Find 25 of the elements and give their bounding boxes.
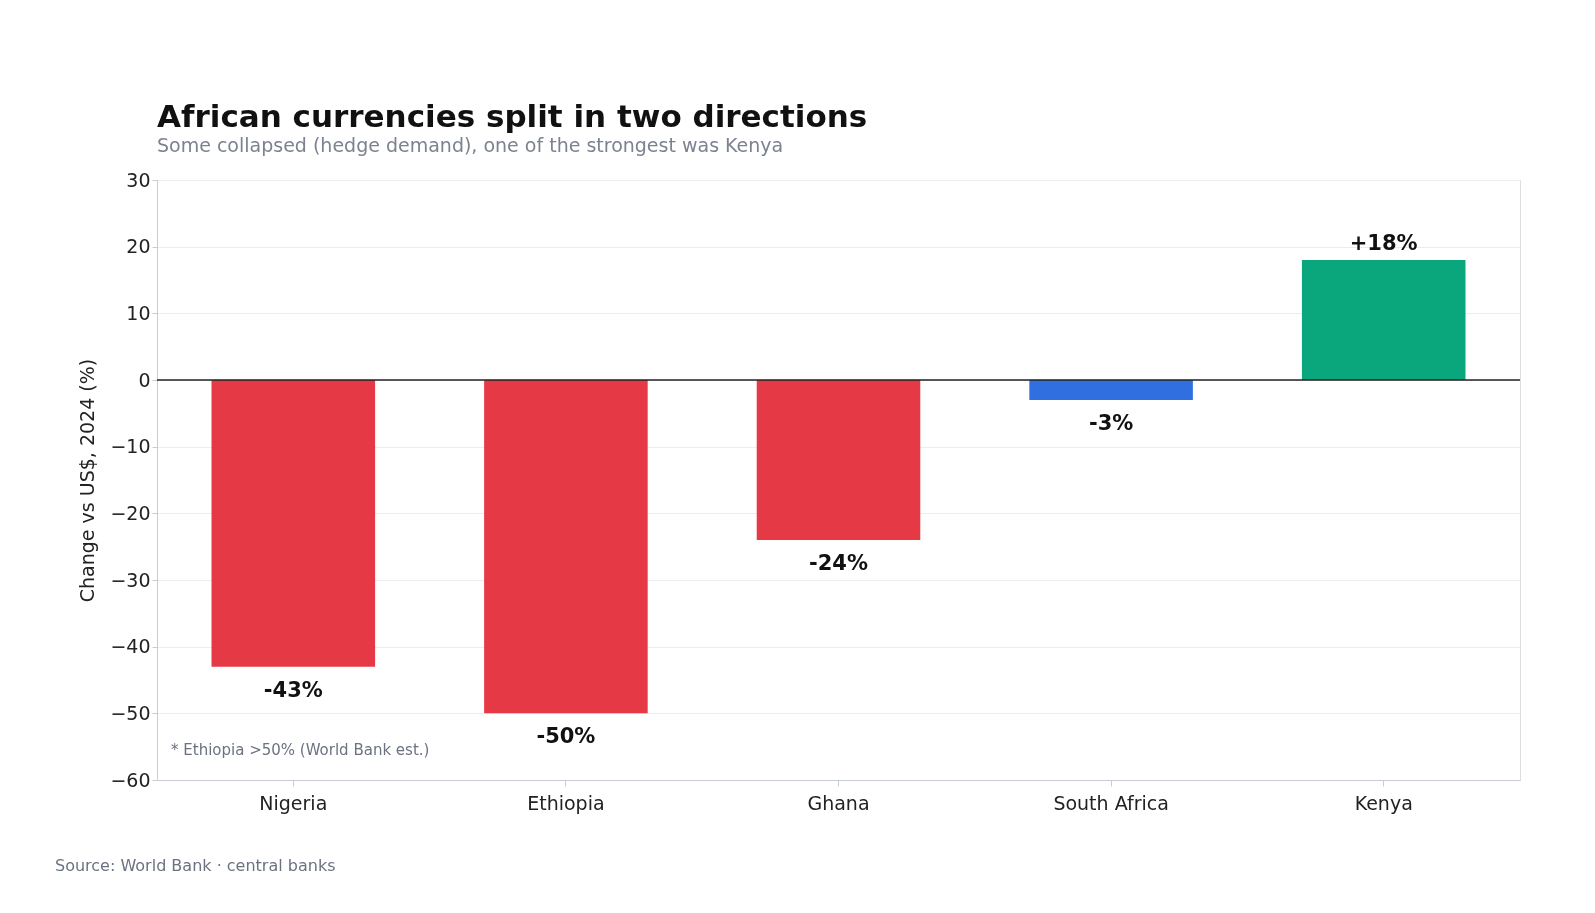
x-tick-label: Kenya: [1354, 791, 1413, 814]
y-axis-title: Change vs US$, 2024 (%): [76, 358, 99, 603]
x-tick-label: South Africa: [1053, 791, 1169, 814]
y-tick-label: −30: [110, 568, 151, 591]
y-tick-label: −40: [110, 635, 151, 658]
y-tick-label: −20: [110, 501, 151, 524]
data-label: -3%: [1088, 411, 1134, 435]
y-tick-label: 20: [126, 235, 151, 258]
y-tick-label: −60: [110, 768, 151, 791]
data-label: -24%: [809, 551, 868, 575]
y-tick-label: −10: [110, 435, 151, 458]
data-label: -50%: [536, 724, 596, 749]
annotation: * Ethiopia >50% (World Bank est.): [171, 741, 430, 759]
source-note: Source: World Bank · central banks: [55, 856, 336, 875]
chart-subtitle: Some collapsed (hedge demand), one of the strongest was Kenya: [157, 134, 784, 156]
y-tick-label: 30: [126, 168, 151, 191]
chart-title: African currencies split in two directions: [157, 98, 868, 134]
data-label: +18%: [1349, 231, 1418, 255]
x-tick-label: Nigeria: [259, 791, 328, 814]
data-label: -43%: [263, 677, 323, 702]
y-tick-label: 10: [126, 301, 151, 324]
y-tick-label: −50: [110, 701, 151, 724]
x-tick-label: Ethiopia: [527, 791, 605, 814]
y-tick-label: 0: [138, 368, 151, 391]
x-tick-label: Ghana: [807, 791, 870, 814]
